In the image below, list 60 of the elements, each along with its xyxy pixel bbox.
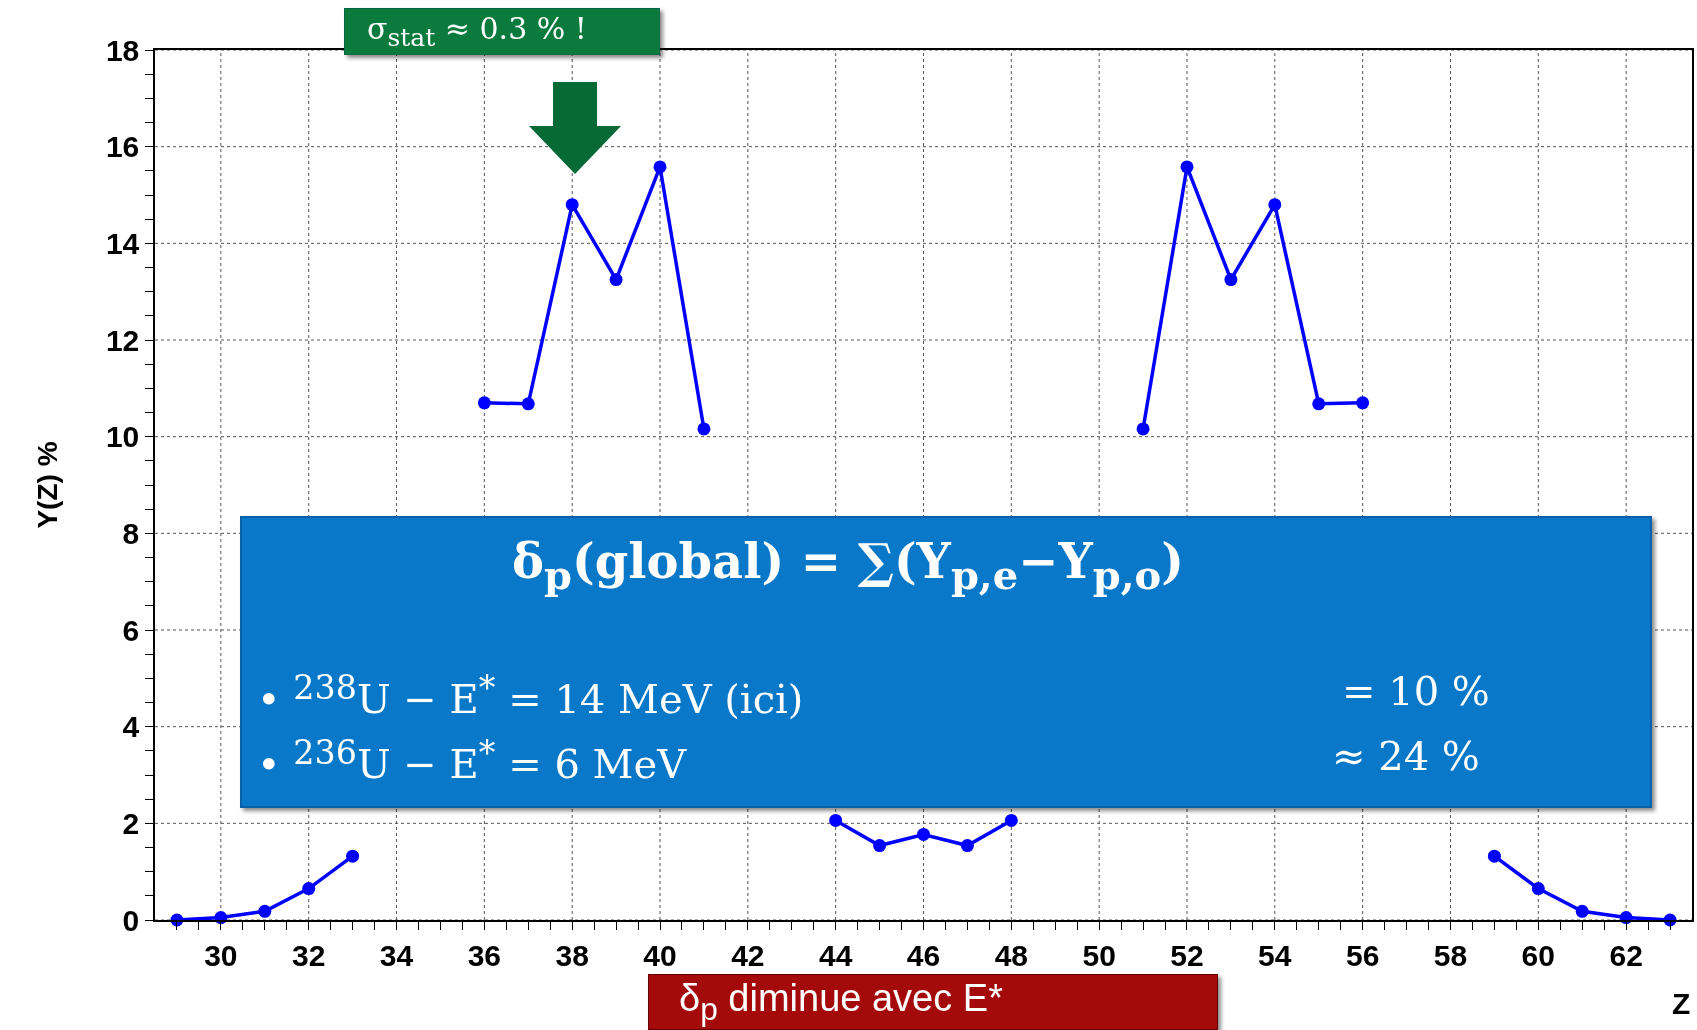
point: [829, 813, 843, 827]
x-axis-title: Z: [1672, 987, 1691, 1020]
y-tick-label: 6: [122, 613, 140, 647]
x-tick-label: 38: [555, 938, 589, 972]
x-tick-label: 46: [906, 938, 941, 972]
point: [477, 396, 491, 410]
y-tick-label: 10: [105, 420, 140, 454]
point: [258, 904, 272, 918]
point: [1180, 160, 1194, 174]
x-tick-label: 62: [1609, 938, 1643, 972]
annotation: = 10 %: [1342, 668, 1490, 714]
x-tick-label: 58: [1433, 938, 1468, 972]
y-tick-label: 8: [122, 516, 140, 550]
point: [1268, 198, 1282, 212]
note-box: σ$_{stat}$ ≈ 0.3 % !: [344, 8, 660, 55]
x-tick-label: 54: [1258, 938, 1292, 972]
note-box: δ$_{p}$ diminue avec E*: [648, 974, 1218, 1030]
y-tick-label: 18: [105, 33, 140, 67]
x-tick-label: 44: [818, 938, 853, 972]
point: [521, 397, 535, 411]
x-tick-label: 56: [1345, 938, 1380, 972]
x-tick-label: 36: [467, 938, 502, 972]
x-tick-label: 30: [204, 938, 238, 972]
point: [1575, 904, 1589, 918]
y-tick-label: 14: [105, 226, 140, 260]
annotation: σ$_{stat}$ ≈ 0.3 % !: [367, 11, 587, 52]
x-tick-label: 50: [1082, 938, 1116, 972]
point: [1487, 849, 1501, 863]
y-tick-label: 0: [122, 903, 140, 937]
point: [302, 882, 316, 896]
point: [1004, 813, 1018, 827]
point: [1312, 397, 1326, 411]
y-tick-label: 12: [105, 323, 140, 357]
x-tick-label: 32: [292, 938, 326, 972]
annotation: δ$_{p}$(global) = ∑(Y$_{p,e}$−Y$_{p,o}$): [512, 533, 1184, 598]
x-tick-label: 48: [994, 938, 1029, 972]
y-tick-label: 16: [105, 130, 140, 164]
point: [1356, 396, 1370, 410]
annotation: • $^{236}$U − E$^{*}$ = 6 MeV: [257, 733, 687, 788]
x-tick-label: 60: [1521, 938, 1555, 972]
x-tick-label: 42: [731, 938, 765, 972]
point: [917, 827, 930, 841]
point: [1531, 882, 1545, 896]
annotation: ≈ 24 %: [1332, 733, 1480, 779]
x-tick-label: 40: [643, 938, 677, 972]
point: [609, 273, 623, 287]
point: [565, 198, 579, 212]
point: [697, 422, 711, 436]
y-axis-title: Y(Z) %: [32, 441, 64, 529]
x-tick-label: 34: [379, 938, 414, 972]
point: [1136, 422, 1150, 436]
annotation: • $^{238}$U − E$^{*}$ = 14 MeV (ici): [257, 668, 804, 723]
point: [1224, 273, 1238, 287]
point: [653, 160, 667, 174]
point: [346, 849, 360, 863]
y-tick-label: 2: [122, 806, 140, 840]
y-tick-label: 4: [122, 710, 140, 744]
point: [960, 839, 974, 853]
point: [873, 839, 887, 853]
x-tick-label: 52: [1170, 938, 1204, 972]
